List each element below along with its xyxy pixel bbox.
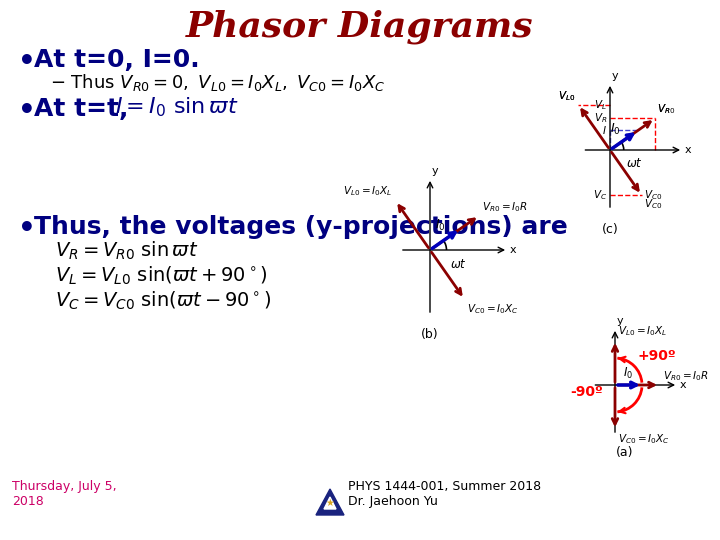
Text: $-$ Thus $V_{R0}=0,\ V_{L0}=I_0X_L,\ V_{C0}=I_0X_C$: $-$ Thus $V_{R0}=0,\ V_{L0}=I_0X_L,\ V_{… <box>50 72 385 93</box>
Text: $V_{L0}$: $V_{L0}$ <box>558 89 575 103</box>
Text: $V_{R0}=I_0R$: $V_{R0}=I_0R$ <box>482 200 528 214</box>
Text: $V_{C0}=I_0X_C$: $V_{C0}=I_0X_C$ <box>618 432 670 446</box>
Text: (a): (a) <box>616 446 634 459</box>
Text: Thus, the voltages (y-projections) are: Thus, the voltages (y-projections) are <box>34 215 568 239</box>
Text: y: y <box>432 166 438 176</box>
Text: x: x <box>685 145 692 155</box>
Text: $V_C$: $V_C$ <box>593 188 607 202</box>
Text: $I$: $I$ <box>602 124 607 137</box>
Text: At t=0, I=0.: At t=0, I=0. <box>34 48 199 72</box>
Text: x: x <box>510 245 517 255</box>
Text: y: y <box>612 71 618 81</box>
Text: $V_{C0}$: $V_{C0}$ <box>644 197 662 211</box>
Text: $V_{R0}$: $V_{R0}$ <box>657 103 675 117</box>
Text: y: y <box>617 316 624 326</box>
Text: -90º: -90º <box>570 386 603 400</box>
Text: $V_R$: $V_R$ <box>593 112 607 125</box>
Text: PHYS 1444-001, Summer 2018
Dr. Jaehoon Yu: PHYS 1444-001, Summer 2018 Dr. Jaehoon Y… <box>348 480 541 508</box>
Text: (c): (c) <box>602 223 618 236</box>
Text: (b): (b) <box>421 328 438 341</box>
Text: $V_{R0}=I_0R$: $V_{R0}=I_0R$ <box>663 369 709 383</box>
Text: $I_0$: $I_0$ <box>435 218 445 233</box>
Text: •: • <box>18 97 36 125</box>
Text: $I_0$: $I_0$ <box>611 122 621 137</box>
Text: •: • <box>18 48 36 76</box>
Text: $V_{C0}=I_0X_C$: $V_{C0}=I_0X_C$ <box>467 302 519 316</box>
Polygon shape <box>316 489 344 515</box>
Text: $V_{C0}$: $V_{C0}$ <box>644 188 662 202</box>
Text: $V_L$: $V_L$ <box>594 98 607 112</box>
Text: $V_C = V_{C0}\ \sin\!\left(\varpi t - 90^\circ\right)$: $V_C = V_{C0}\ \sin\!\left(\varpi t - 90… <box>55 290 271 312</box>
Text: $\omega t$: $\omega t$ <box>450 258 467 271</box>
Text: $I_0$: $I_0$ <box>623 366 633 381</box>
Text: Thursday, July 5,
2018: Thursday, July 5, 2018 <box>12 480 117 508</box>
Text: $V_L = V_{L0}\ \sin\!\left(\varpi t + 90^\circ\right)$: $V_L = V_{L0}\ \sin\!\left(\varpi t + 90… <box>55 265 268 287</box>
Text: Phasor Diagrams: Phasor Diagrams <box>186 10 534 44</box>
Text: $V_{L0}$: $V_{L0}$ <box>558 89 575 103</box>
Text: $V_R$: $V_R$ <box>657 103 670 117</box>
Text: $V_{L0}=I_0X_L$: $V_{L0}=I_0X_L$ <box>618 324 667 338</box>
Text: •: • <box>18 215 36 243</box>
Text: At t=t,: At t=t, <box>34 97 128 121</box>
Text: x: x <box>680 380 687 390</box>
Text: $V_R = V_{R0}\ \sin\varpi t$: $V_R = V_{R0}\ \sin\varpi t$ <box>55 240 199 262</box>
Text: $V_{L0}=I_0X_L$: $V_{L0}=I_0X_L$ <box>343 184 392 198</box>
Text: $\omega t$: $\omega t$ <box>626 157 643 170</box>
Polygon shape <box>324 497 336 509</box>
Text: $I = I_0\ \sin\varpi t$: $I = I_0\ \sin\varpi t$ <box>115 95 239 119</box>
Text: +90º: +90º <box>637 348 676 362</box>
Text: ★: ★ <box>325 498 334 508</box>
